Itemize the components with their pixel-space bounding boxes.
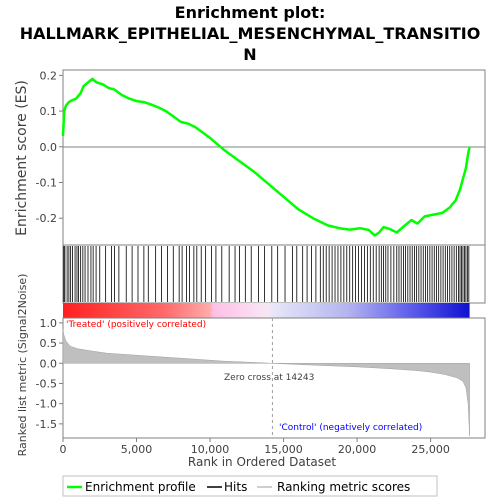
x-tick-label: 25,000 (411, 443, 450, 456)
legend-ranking-label: Ranking metric scores (277, 480, 410, 494)
x-ticks: 0 5,000 10,000 15,000 20,000 25,000 (60, 438, 450, 456)
rank-color-bar (63, 303, 470, 318)
es-y-axis-label: Enrichment score (ES) (14, 80, 30, 236)
es-y-tick-label: 0.2 (40, 69, 58, 82)
x-tick-label: 15,000 (264, 443, 303, 456)
legend-enrichment-label: Enrichment profile (85, 480, 196, 494)
ranked-list-panel: 1.0 0.5 0.0 -0.5 -1.0 -1.5 'Treated' (positiv… (16, 274, 486, 457)
legend: Enrichment profile Hits Ranking metric s… (62, 475, 438, 497)
treated-label: 'Treated' (positively correlated) (66, 320, 206, 330)
es-y-tick-label: -0.2 (36, 212, 57, 225)
ranked-y-tick-label: 0.5 (40, 337, 58, 350)
x-tick-label: 0 (60, 443, 67, 456)
legend-hits-label: Hits (224, 480, 247, 494)
enrichment-profile-line (61, 77, 471, 237)
rank-gradient-bar (63, 303, 470, 318)
zero-cross-label: Zero cross at 14243 (224, 373, 314, 383)
control-label: 'Control' (negatively correlated) (279, 423, 422, 433)
hit-marks (63, 246, 470, 302)
es-y-tick-label: 0.1 (40, 105, 58, 118)
ranked-y-tick-label: -0.5 (36, 377, 57, 390)
x-tick-label: 10,000 (191, 443, 230, 456)
ranking-metric-area (62, 328, 470, 437)
ranked-y-ticks: 1.0 0.5 0.0 -0.5 -1.0 -1.5 (36, 317, 63, 431)
x-tick-label: 5,000 (121, 443, 153, 456)
title-line-1: Enrichment plot: (175, 3, 326, 22)
es-panel: 0.2 0.1 0.0 -0.1 -0.2 Enrichment score (ES) (14, 69, 486, 246)
ranked-y-axis-label: Ranked list metric (Signal2Noise) (16, 274, 29, 457)
ranked-y-tick-label: -1.0 (36, 398, 57, 411)
ranked-y-tick-label: 1.0 (40, 317, 58, 330)
title-line-2: HALLMARK_EPITHELIAL_MESENCHYMAL_TRANSITI… (20, 24, 481, 43)
ranked-panel-frame (62, 317, 486, 439)
x-tick-label: 20,000 (338, 443, 377, 456)
ranked-y-tick-label: -1.5 (36, 418, 57, 431)
legend-frame (62, 475, 438, 497)
es-y-ticks: 0.2 0.1 0.0 -0.1 -0.2 (36, 69, 63, 225)
es-y-tick-label: -0.1 (36, 177, 57, 190)
es-y-tick-label: 0.0 (40, 141, 58, 154)
x-axis-label: Rank in Ordered Dataset (188, 455, 336, 469)
ranked-y-tick-label: 0.0 (40, 357, 58, 370)
title-line-3: N (243, 45, 256, 64)
hits-panel (62, 244, 486, 304)
